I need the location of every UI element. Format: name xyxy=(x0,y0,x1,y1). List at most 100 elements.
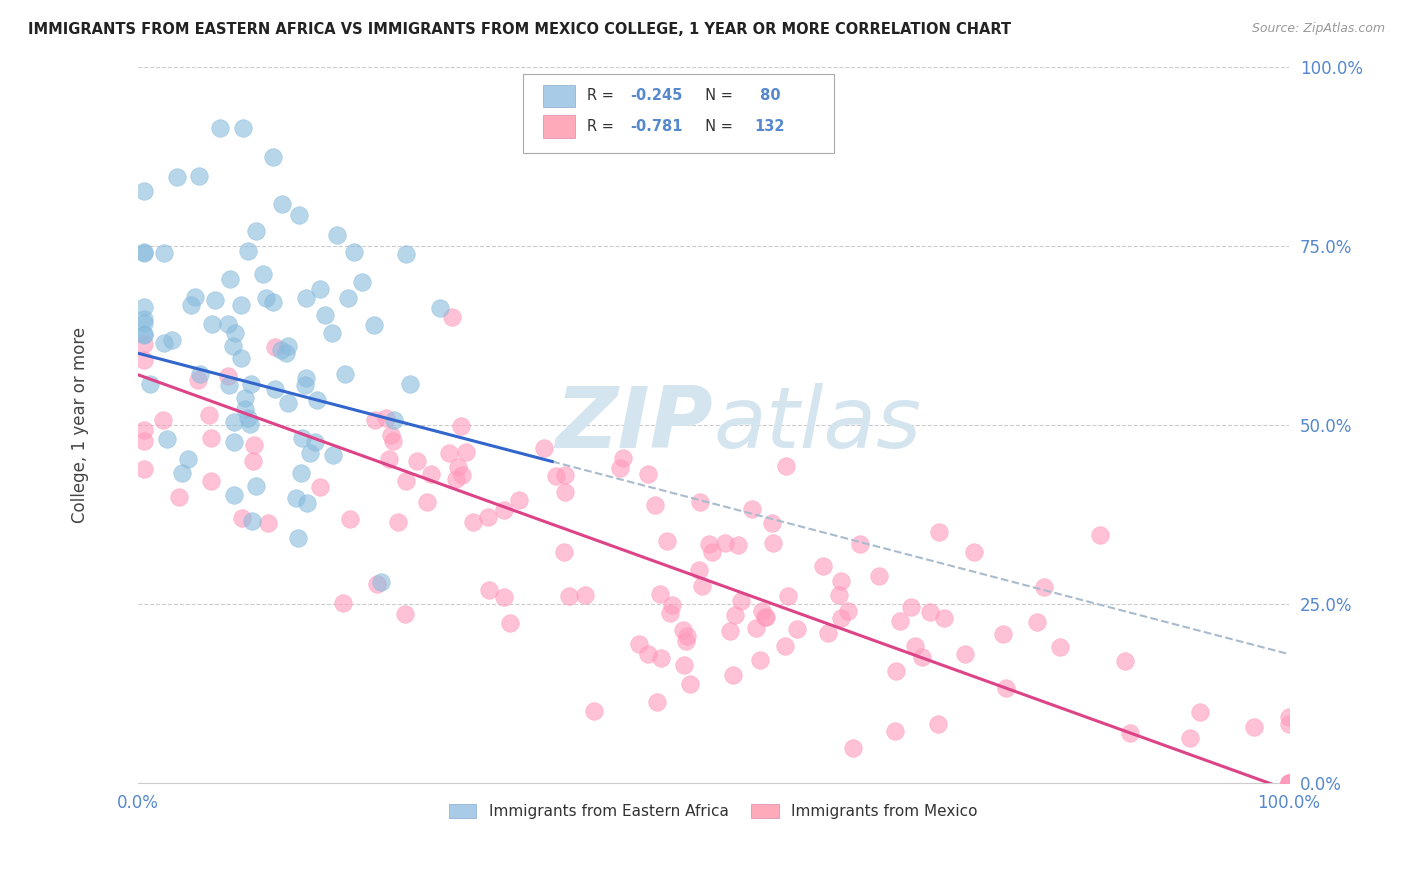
Immigrants from Mexico xyxy=(724,608,747,623)
Immigrants from Mexico xyxy=(842,740,865,755)
Immigrants from Eastern Africa xyxy=(274,346,297,360)
Immigrants from Mexico xyxy=(884,724,907,739)
Immigrants from Mexico xyxy=(830,611,852,625)
Immigrants from Eastern Africa xyxy=(262,295,284,310)
Immigrants from Mexico xyxy=(672,658,695,673)
Immigrants from Eastern Africa xyxy=(183,290,205,304)
Immigrants from Mexico xyxy=(993,627,1015,641)
Immigrants from Eastern Africa xyxy=(343,244,366,259)
Immigrants from Mexico xyxy=(132,461,155,475)
Immigrants from Eastern Africa xyxy=(132,245,155,260)
Immigrants from Eastern Africa xyxy=(295,371,318,385)
Immigrants from Eastern Africa xyxy=(232,121,254,136)
Immigrants from Mexico xyxy=(655,533,678,548)
Immigrants from Mexico xyxy=(718,624,741,638)
Immigrants from Mexico xyxy=(394,607,416,621)
Immigrants from Eastern Africa xyxy=(287,531,309,545)
Immigrants from Mexico xyxy=(554,468,576,483)
Immigrants from Mexico xyxy=(786,623,808,637)
Immigrants from Eastern Africa xyxy=(152,246,174,260)
Immigrants from Mexico xyxy=(387,515,409,529)
Immigrants from Mexico xyxy=(1180,731,1202,746)
Immigrants from Eastern Africa xyxy=(153,336,176,351)
Immigrants from Mexico xyxy=(546,469,568,483)
Immigrants from Mexico xyxy=(689,494,711,508)
Immigrants from Mexico xyxy=(440,310,463,325)
Immigrants from Eastern Africa xyxy=(271,197,294,211)
Immigrants from Mexico xyxy=(1049,640,1071,654)
Immigrants from Mexico xyxy=(730,593,752,607)
Immigrants from Mexico xyxy=(494,591,516,605)
Immigrants from Eastern Africa xyxy=(299,445,322,459)
Immigrants from Mexico xyxy=(1088,528,1111,542)
Immigrants from Eastern Africa xyxy=(285,491,308,505)
Immigrants from Eastern Africa xyxy=(172,467,194,481)
Immigrants from Mexico xyxy=(828,588,851,602)
Immigrants from Mexico xyxy=(927,716,949,731)
Immigrants from Mexico xyxy=(868,569,890,583)
Immigrants from Mexico xyxy=(953,647,976,661)
Text: 80: 80 xyxy=(755,88,780,103)
Immigrants from Mexico xyxy=(995,681,1018,695)
Immigrants from Mexico xyxy=(132,423,155,437)
Immigrants from Eastern Africa xyxy=(132,300,155,314)
Immigrants from Mexico xyxy=(508,492,530,507)
Immigrants from Mexico xyxy=(533,442,555,456)
Immigrants from Mexico xyxy=(910,650,932,665)
Immigrants from Mexico xyxy=(778,590,800,604)
Immigrants from Mexico xyxy=(637,647,659,661)
Immigrants from Mexico xyxy=(257,516,280,530)
Immigrants from Mexico xyxy=(773,640,796,654)
Immigrants from Mexico xyxy=(688,563,710,577)
Immigrants from Mexico xyxy=(1243,721,1265,735)
Immigrants from Mexico xyxy=(900,599,922,614)
Immigrants from Eastern Africa xyxy=(291,431,314,445)
Immigrants from Mexico xyxy=(366,576,388,591)
Immigrants from Mexico xyxy=(574,588,596,602)
Immigrants from Mexico xyxy=(167,491,190,505)
Immigrants from Eastern Africa xyxy=(254,291,277,305)
Immigrants from Mexico xyxy=(200,474,222,488)
Immigrants from Mexico xyxy=(437,445,460,459)
Immigrants from Mexico xyxy=(762,536,785,550)
Immigrants from Mexico xyxy=(849,536,872,550)
Immigrants from Eastern Africa xyxy=(208,121,231,136)
Text: N =: N = xyxy=(696,88,738,103)
Immigrants from Eastern Africa xyxy=(224,415,246,429)
Legend: Immigrants from Eastern Africa, Immigrants from Mexico: Immigrants from Eastern Africa, Immigran… xyxy=(443,798,984,826)
Immigrants from Mexico xyxy=(754,609,776,624)
Immigrants from Mexico xyxy=(700,545,723,559)
Immigrants from Eastern Africa xyxy=(262,150,284,164)
Immigrants from Mexico xyxy=(242,454,264,468)
Immigrants from Mexico xyxy=(676,629,699,643)
Immigrants from Eastern Africa xyxy=(350,276,373,290)
Immigrants from Mexico xyxy=(650,587,672,601)
Immigrants from Mexico xyxy=(962,544,984,558)
Immigrants from Eastern Africa xyxy=(395,246,418,260)
Immigrants from Eastern Africa xyxy=(290,466,312,480)
Immigrants from Mexico xyxy=(1114,654,1136,668)
Immigrants from Mexico xyxy=(558,589,581,603)
Immigrants from Eastern Africa xyxy=(304,435,326,450)
Immigrants from Mexico xyxy=(727,538,749,552)
Immigrants from Mexico xyxy=(1278,776,1301,790)
Immigrants from Mexico xyxy=(243,438,266,452)
Immigrants from Mexico xyxy=(637,467,659,481)
Immigrants from Mexico xyxy=(811,558,834,573)
Immigrants from Eastern Africa xyxy=(224,326,246,340)
Immigrants from Mexico xyxy=(200,431,222,445)
Immigrants from Mexico xyxy=(374,410,396,425)
Immigrants from Mexico xyxy=(309,480,332,494)
Immigrants from Mexico xyxy=(837,604,859,618)
Y-axis label: College, 1 year or more: College, 1 year or more xyxy=(72,326,89,523)
Immigrants from Mexico xyxy=(650,651,672,665)
Immigrants from Eastern Africa xyxy=(132,244,155,259)
Immigrants from Mexico xyxy=(132,336,155,351)
Immigrants from Mexico xyxy=(1119,726,1142,740)
Text: Source: ZipAtlas.com: Source: ZipAtlas.com xyxy=(1251,22,1385,36)
Immigrants from Eastern Africa xyxy=(239,377,262,392)
Immigrants from Mexico xyxy=(658,607,681,621)
Immigrants from Mexico xyxy=(405,454,427,468)
Immigrants from Mexico xyxy=(645,695,668,709)
Immigrants from Mexico xyxy=(364,413,387,427)
